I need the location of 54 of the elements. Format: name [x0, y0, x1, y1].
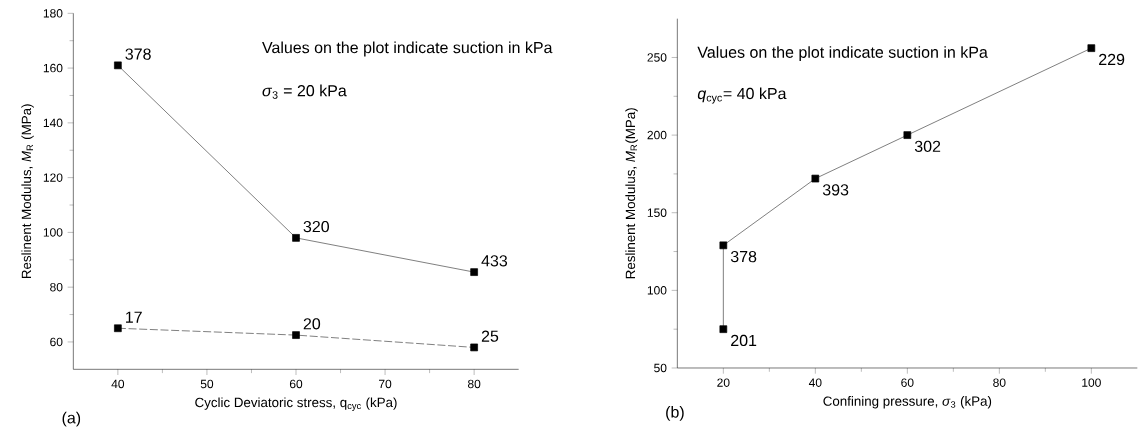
- annotation: 229: [1099, 53, 1125, 66]
- x-tick-label: 40: [111, 379, 125, 389]
- x-tick-label: 80: [467, 379, 481, 389]
- annotation: 20: [303, 318, 321, 330]
- annotation: 320: [303, 221, 330, 233]
- y-axis-title: Reslinent Modulus, M$_{R}$(MPa): [625, 108, 638, 279]
- annotation: Values on the plot indicate suction in kPa: [262, 41, 553, 57]
- x-tick-label: 80: [993, 378, 1006, 388]
- x-axis-title: Cyclic Deviatoric stress, q$_{cyc}$ (kPa): [195, 397, 397, 412]
- annotation: 17: [126, 311, 142, 323]
- annotation: 433: [481, 255, 508, 267]
- point: [719, 325, 728, 334]
- y-tick-label: 180: [43, 9, 63, 18]
- y-tick-label: 250: [647, 53, 667, 62]
- point: [470, 343, 478, 352]
- point: [811, 174, 820, 183]
- text: (b): [666, 406, 684, 422]
- y-tick-label: 50: [654, 363, 667, 373]
- x-tick-label: 70: [379, 379, 392, 389]
- annotation: 25: [481, 330, 499, 342]
- point: [114, 324, 122, 333]
- annotation: q$_{cyc}$= 40 kPa: [697, 87, 787, 104]
- x-tick-label: 100: [1082, 378, 1101, 388]
- x-axis-title: Confining pressure, σ$_{3}$ (kPa): [823, 396, 992, 409]
- x-tick-label: 40: [808, 378, 822, 388]
- annotation: 378: [730, 251, 757, 263]
- annotation: 302: [914, 140, 941, 153]
- annotation: 201: [731, 334, 757, 347]
- annotation: 393: [822, 184, 849, 196]
- y-tick-label: 80: [50, 283, 63, 292]
- y-axis-title: Reslinent Modulus, M$_{R}$ (MPa): [21, 104, 34, 279]
- y-tick-label: 100: [647, 286, 667, 295]
- x-tick-label: 50: [200, 379, 214, 389]
- y-tick-label: 60: [50, 337, 63, 347]
- y-tick-label: 140: [43, 118, 63, 128]
- x-tick-label: 60: [901, 378, 914, 388]
- point: [903, 131, 912, 140]
- y-tick-label: 150: [647, 208, 667, 218]
- point: [292, 234, 300, 242]
- x-tick-label: 20: [717, 378, 730, 388]
- y-tick-label: 100: [43, 228, 63, 237]
- point: [470, 268, 478, 277]
- y-tick-label: 200: [647, 131, 667, 140]
- x-tick-label: 60: [289, 379, 303, 389]
- point: [719, 241, 728, 250]
- y-tick-label: 160: [43, 64, 63, 73]
- point: [292, 331, 300, 340]
- annotation: 378: [125, 48, 151, 60]
- point: [114, 61, 122, 70]
- point: [1087, 44, 1096, 53]
- annotation: σ$_{3}$ = 20 kPa: [262, 84, 347, 99]
- text: (a): [62, 411, 81, 427]
- annotation: Values on the plot indicate suction in kPa: [697, 46, 988, 62]
- y-tick-label: 120: [43, 173, 63, 183]
